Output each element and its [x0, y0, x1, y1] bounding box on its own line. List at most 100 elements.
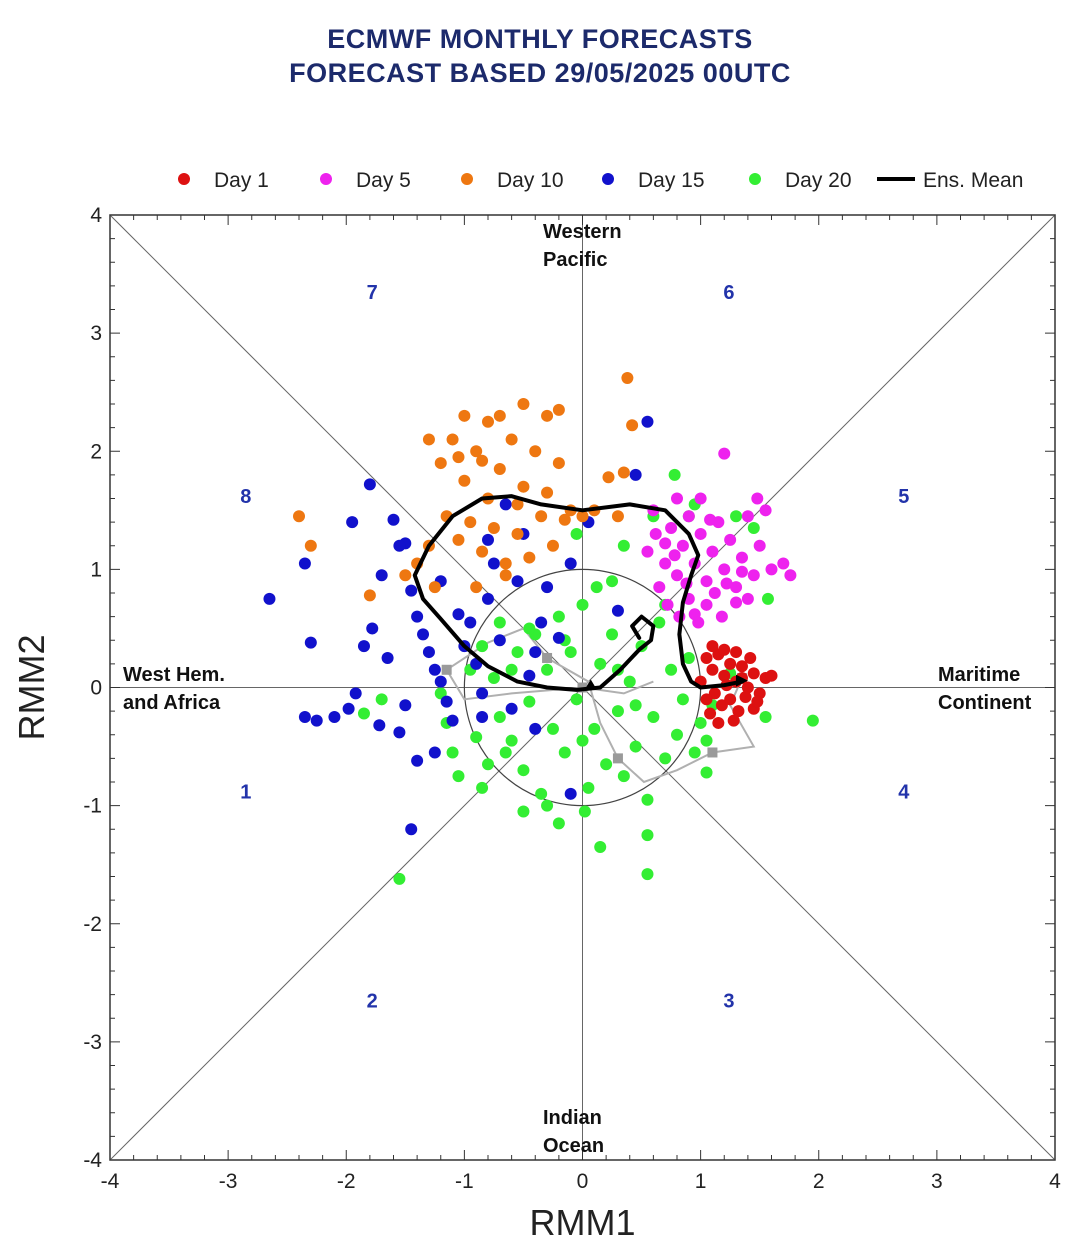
- point-day-10: [363, 589, 376, 602]
- point-day-20: [700, 766, 713, 779]
- y-tick-label: -4: [83, 1149, 102, 1172]
- point-day-20: [647, 711, 660, 724]
- phase-number: 5: [898, 486, 909, 508]
- point-day-15: [357, 640, 370, 653]
- point-day-15: [304, 636, 317, 649]
- point-day-15: [405, 584, 418, 597]
- point-day-10: [552, 403, 565, 416]
- point-day-5: [718, 563, 731, 576]
- phase-number: 7: [367, 282, 378, 304]
- member-track-marker: [612, 753, 623, 764]
- point-day-20: [564, 646, 577, 659]
- point-day-20: [582, 781, 595, 794]
- point-day-15: [363, 478, 376, 491]
- legend-label: Day 1: [214, 169, 269, 192]
- legend-label: Day 10: [497, 169, 564, 192]
- point-day-20: [671, 728, 683, 741]
- point-day-20: [629, 699, 642, 712]
- y-tick-label: -1: [83, 795, 102, 818]
- point-day-20: [434, 687, 447, 700]
- y-tick-label: 2: [90, 440, 102, 463]
- point-day-1: [744, 651, 757, 664]
- region-label: Continent: [938, 692, 1032, 714]
- point-day-20: [606, 575, 619, 588]
- y-tick-label: -3: [83, 1031, 102, 1054]
- point-day-20: [761, 592, 774, 605]
- point-day-10: [470, 581, 483, 594]
- point-day-20: [659, 752, 672, 765]
- point-day-20: [487, 672, 500, 685]
- point-day-10: [476, 545, 489, 558]
- point-day-5: [741, 592, 754, 605]
- point-day-5: [759, 504, 772, 517]
- x-axis-title: RMM1: [530, 1202, 636, 1243]
- point-day-10: [476, 454, 489, 467]
- point-day-10: [517, 480, 530, 493]
- point-day-15: [446, 714, 459, 727]
- point-day-15: [349, 687, 362, 700]
- point-day-20: [476, 781, 489, 794]
- point-day-20: [476, 640, 489, 653]
- point-day-10: [558, 513, 571, 526]
- point-day-10: [493, 462, 506, 475]
- point-day-10: [434, 457, 447, 470]
- point-day-15: [428, 746, 441, 759]
- point-day-20: [641, 829, 654, 842]
- point-day-20: [623, 675, 636, 688]
- member-track-marker: [441, 664, 452, 675]
- point-day-20: [606, 628, 619, 641]
- point-day-15: [564, 787, 577, 800]
- point-day-15: [552, 631, 565, 644]
- point-day-15: [523, 669, 536, 682]
- point-day-20: [700, 734, 713, 747]
- point-day-15: [493, 634, 506, 647]
- point-day-5: [649, 527, 662, 540]
- y-tick-label: -2: [83, 913, 102, 936]
- y-axis-title: RMM2: [11, 635, 52, 741]
- point-day-5: [777, 557, 790, 570]
- point-day-15: [529, 646, 542, 659]
- region-label: Pacific: [543, 249, 607, 271]
- point-day-20: [511, 646, 524, 659]
- point-day-15: [411, 610, 424, 623]
- point-day-5: [708, 587, 721, 599]
- point-day-10: [304, 539, 317, 552]
- point-day-10: [452, 451, 465, 464]
- chart-subtitle: FORECAST BASED 29/05/2025 00UTC: [289, 58, 791, 88]
- point-day-5: [659, 557, 672, 570]
- point-day-20: [375, 693, 388, 706]
- point-day-20: [590, 581, 603, 594]
- point-day-10: [511, 527, 524, 540]
- x-tick-label: 0: [577, 1170, 589, 1193]
- point-day-15: [505, 702, 518, 715]
- point-day-10: [470, 445, 483, 458]
- member-track-line: [445, 627, 756, 784]
- phase-number: 1: [240, 781, 251, 803]
- point-day-15: [393, 539, 406, 552]
- point-day-20: [641, 868, 654, 881]
- point-day-5: [753, 539, 766, 552]
- point-day-10: [499, 557, 512, 570]
- x-tick-label: -2: [337, 1170, 356, 1193]
- point-day-15: [428, 663, 441, 676]
- region-label: West Hem.: [123, 664, 225, 686]
- point-day-1: [704, 707, 717, 720]
- chart-title: ECMWF MONTHLY FORECASTS: [327, 24, 753, 54]
- point-day-10: [452, 533, 465, 546]
- x-tick-label: -1: [455, 1170, 474, 1193]
- point-day-15: [482, 592, 494, 605]
- point-day-10: [399, 569, 412, 582]
- point-day-15: [381, 651, 394, 664]
- point-day-1: [751, 695, 764, 708]
- point-day-20: [668, 468, 681, 481]
- point-day-20: [570, 527, 583, 540]
- point-day-20: [552, 817, 565, 830]
- y-tick-label: 4: [90, 204, 102, 227]
- point-day-1: [706, 663, 719, 676]
- point-day-20: [517, 805, 530, 818]
- point-day-1: [727, 714, 740, 727]
- region-label: Maritime: [938, 664, 1020, 686]
- point-day-1: [718, 643, 731, 656]
- legend-label: Ens. Mean: [923, 169, 1023, 192]
- y-tick-label: 0: [90, 677, 102, 700]
